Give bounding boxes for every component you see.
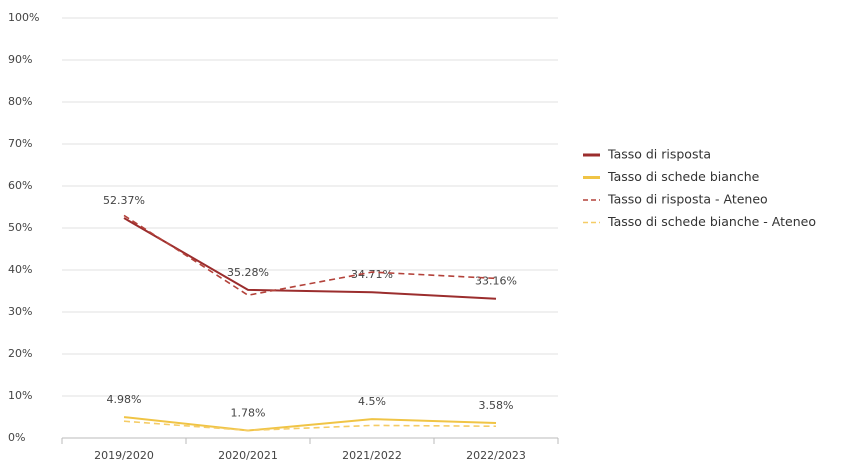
line (123, 420, 497, 432)
x-tick-label: 2020/2021 (218, 449, 278, 462)
y-tick-label: 80% (8, 95, 32, 108)
data-label: 33.16% (475, 275, 517, 288)
x-tick-label: 2021/2022 (342, 449, 402, 462)
y-tick-label: 70% (8, 137, 32, 150)
data-label: 35.28% (227, 266, 269, 279)
y-tick-label: 10% (8, 389, 32, 402)
data-label: 1.78% (231, 407, 266, 420)
data-label: 3.58% (479, 399, 514, 412)
data-label: 52.37% (103, 194, 145, 207)
data-label: 4.98% (107, 393, 142, 406)
legend-label: Tasso di risposta (607, 147, 711, 162)
legend-label: Tasso di risposta - Ateneo (607, 192, 768, 207)
line (123, 214, 497, 297)
data-label: 34.71% (351, 268, 393, 281)
x-tick-label: 2022/2023 (466, 449, 526, 462)
legend-label: Tasso di schede bianche - Ateneo (607, 214, 816, 229)
y-tick-label: 50% (8, 221, 32, 234)
y-tick-label: 60% (8, 179, 32, 192)
y-tick-label: 20% (8, 347, 32, 360)
line (123, 416, 497, 432)
y-tick-label: 0% (8, 431, 25, 444)
legend: Tasso di risposta Tasso di schede bianche… (583, 147, 816, 229)
y-tick-label: 40% (8, 263, 32, 276)
line (123, 217, 497, 300)
y-tick-label: 100% (8, 11, 39, 24)
y-tick-label: 90% (8, 53, 32, 66)
legend-label: Tasso di schede bianche (607, 169, 760, 184)
y-tick-label: 30% (8, 305, 32, 318)
data-label: 4.5% (358, 395, 386, 408)
x-tick-label: 2019/2020 (94, 449, 154, 462)
